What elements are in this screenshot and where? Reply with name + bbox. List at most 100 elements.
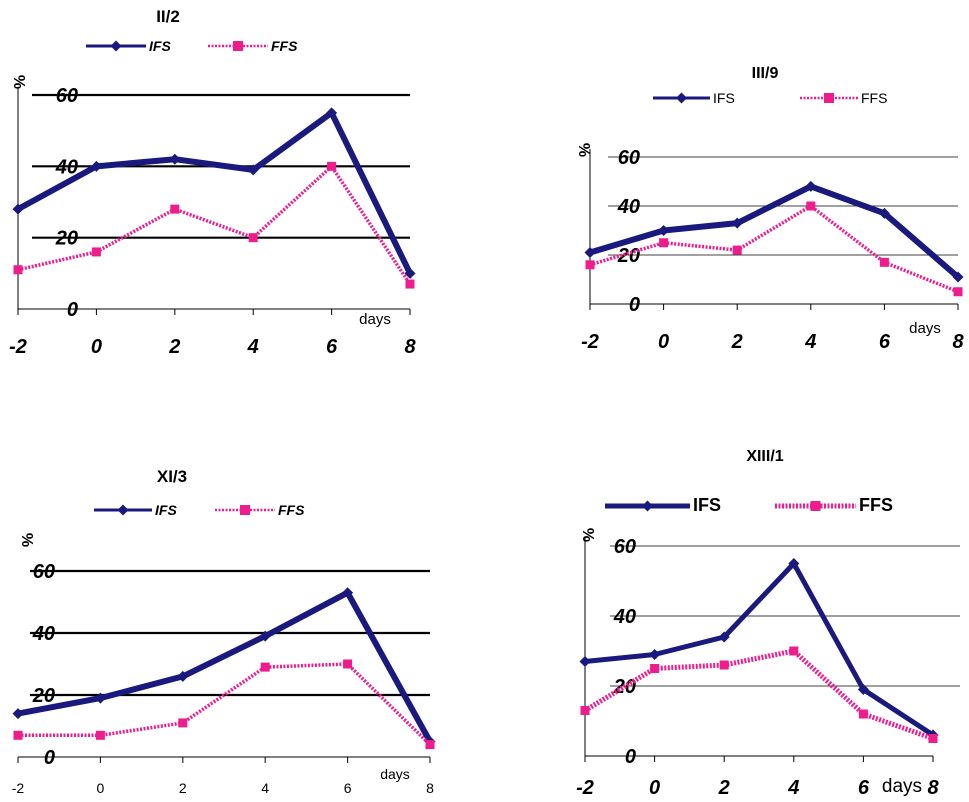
data-point: [928, 734, 938, 743]
legend-label: IFS: [713, 90, 735, 106]
data-point: [806, 201, 816, 211]
x-tick-label: -2: [581, 331, 599, 353]
data-point: [327, 161, 337, 171]
chart-title: II/2: [156, 7, 180, 26]
data-point: [12, 203, 24, 215]
data-point: [248, 233, 258, 243]
data-point: [858, 709, 868, 719]
data-point: [585, 260, 595, 270]
y-tick-label: 40: [617, 196, 640, 218]
series-line: [583, 648, 934, 741]
data-point: [579, 656, 591, 667]
y-tick-label: 0: [44, 747, 55, 769]
data-point: [731, 217, 743, 229]
data-point: [177, 670, 189, 682]
legend-marker: [642, 500, 653, 512]
x-tick-label: 8: [927, 777, 939, 799]
data-point: [12, 708, 24, 720]
series-line: [18, 662, 432, 746]
x-tick-label: 4: [804, 331, 816, 353]
y-tick-label: 60: [33, 561, 55, 583]
legend: IFS FFS: [653, 90, 887, 106]
data-point: [788, 558, 800, 569]
x-tick-label: 6: [326, 336, 338, 358]
chart-panel: XI/3% 0 20 40 60 -2 0 2 4 6 8 days IFS FFS: [12, 467, 436, 796]
x-axis-label: days: [359, 311, 391, 328]
data-point: [857, 684, 869, 695]
x-tick-label: 2: [179, 780, 187, 796]
x-tick-label: 2: [718, 777, 730, 799]
series-line: [589, 183, 960, 280]
data-point: [878, 207, 890, 219]
y-axis-label: %: [579, 528, 596, 542]
legend-marker: [676, 92, 687, 104]
data-point: [953, 287, 963, 297]
x-tick-label: -2: [9, 336, 27, 358]
x-tick-label: 2: [731, 331, 743, 353]
data-point: [94, 692, 106, 704]
data-point: [879, 257, 889, 267]
data-point: [649, 649, 661, 660]
series-line: [16, 109, 413, 275]
x-tick-label: 6: [344, 780, 352, 796]
legend-marker: [117, 504, 129, 516]
legend-label: IFS: [149, 38, 171, 54]
data-point: [178, 718, 188, 728]
data-point: [259, 630, 271, 642]
data-point: [405, 279, 415, 289]
data-point: [95, 730, 105, 740]
data-point: [659, 238, 669, 248]
data-point: [425, 740, 435, 750]
y-tick-label: 40: [613, 606, 636, 628]
legend-label: FFS: [859, 495, 893, 515]
data-point: [658, 225, 670, 236]
legend: IFS FFS: [86, 38, 298, 54]
data-point: [326, 107, 338, 119]
data-point: [247, 164, 259, 176]
data-point: [650, 664, 660, 673]
data-point: [169, 153, 181, 165]
series-line: [589, 204, 959, 294]
chart-title: III/9: [752, 65, 779, 82]
y-tick-label: 0: [629, 294, 640, 316]
data-point: [805, 180, 817, 192]
legend-marker: [110, 40, 122, 52]
y-tick-label: 20: [617, 245, 640, 267]
x-tick-label: 2: [168, 336, 180, 358]
data-point: [13, 265, 23, 275]
data-point: [580, 706, 590, 715]
y-axis-label: %: [18, 533, 35, 547]
data-point: [90, 160, 102, 172]
x-tick-label: 8: [426, 780, 434, 796]
y-axis-label: %: [10, 75, 27, 89]
y-tick-label: 20: [32, 685, 55, 707]
legend-label: FFS: [861, 90, 887, 106]
data-point: [13, 730, 23, 740]
legend: IFS FFS: [94, 502, 305, 518]
y-tick-label: 0: [625, 746, 636, 768]
y-tick-label: 60: [614, 536, 636, 558]
legend-label: FFS: [271, 38, 298, 54]
chart-panel: III/9% 0 20 40 60 -2 0 2 4 6 8 days IFS FFS: [575, 65, 964, 353]
y-tick-label: 20: [55, 228, 78, 250]
chart-title: XI/3: [157, 467, 187, 486]
x-tick-label: 0: [649, 777, 660, 799]
y-tick-label: 40: [32, 623, 55, 645]
x-axis-label: days: [909, 320, 941, 337]
x-tick-label: -2: [576, 777, 594, 799]
series-line: [17, 589, 433, 743]
data-point: [952, 271, 964, 283]
x-tick-label: 0: [97, 780, 105, 796]
x-tick-label: 6: [879, 331, 891, 353]
data-point: [343, 659, 353, 669]
x-tick-label: 6: [858, 777, 870, 799]
data-point: [584, 247, 596, 259]
y-tick-label: 60: [56, 85, 78, 107]
x-tick-label: 4: [787, 777, 799, 799]
legend-label: FFS: [278, 502, 305, 518]
y-tick-label: 0: [67, 299, 78, 321]
data-point: [342, 587, 354, 599]
data-point: [718, 631, 730, 643]
x-tick-label: 8: [404, 336, 416, 358]
